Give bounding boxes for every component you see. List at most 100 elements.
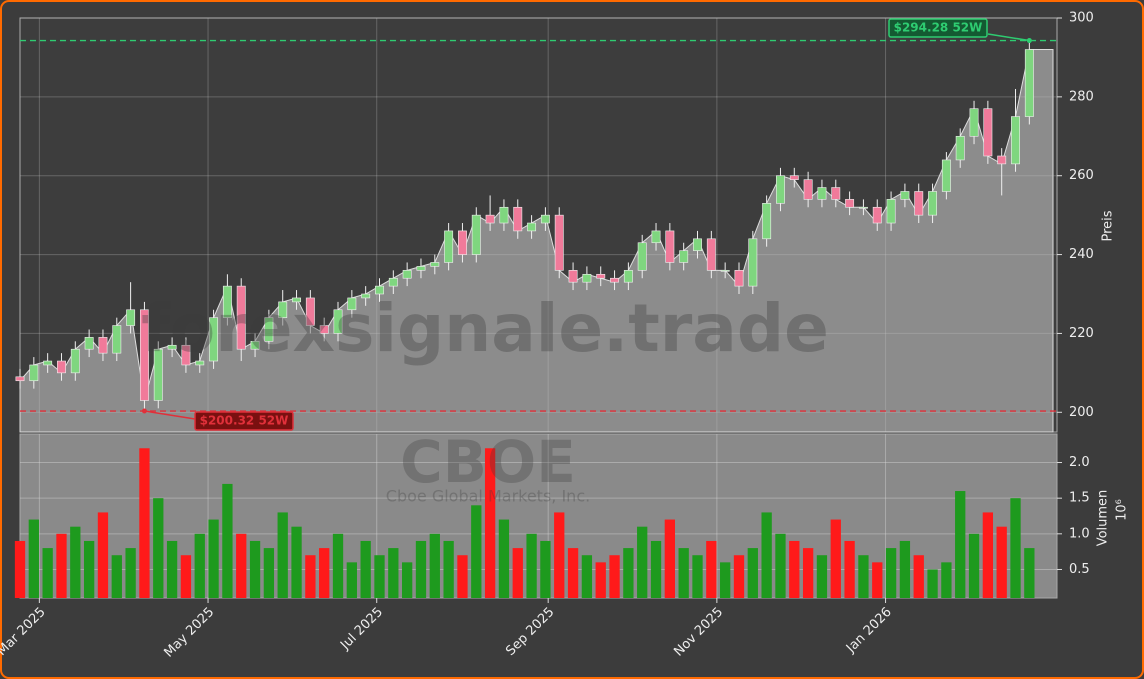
y-tick-label: 280 [1069, 89, 1094, 104]
volume-bar [512, 548, 523, 598]
volume-bar [374, 555, 385, 598]
y-tick-label: 200 [1069, 405, 1094, 420]
watermark-symbol: CBOE [400, 428, 576, 496]
candle-body [499, 206, 509, 224]
volume-bar [720, 562, 731, 598]
volume-bar [761, 512, 772, 598]
candle-body [983, 108, 993, 157]
volume-bar [263, 548, 275, 598]
volume-bar [830, 519, 841, 598]
volume-bar [111, 555, 122, 598]
volume-bar [913, 555, 924, 598]
volume-bar [872, 562, 883, 598]
candle-body [278, 301, 288, 318]
volume-bar [775, 533, 786, 598]
candle-body [333, 309, 343, 334]
annotation-label: $200.32 52W [200, 414, 289, 428]
volume-bar [429, 533, 440, 598]
y-tick-label: 300 [1069, 11, 1094, 26]
volume-bar [581, 555, 593, 598]
candle-body [222, 285, 232, 318]
volume-bar [305, 555, 316, 598]
candle-body [941, 159, 951, 192]
candle-body [679, 250, 689, 263]
volume-bar [595, 562, 606, 598]
volume-bar [291, 526, 302, 598]
candle-body [596, 273, 606, 279]
volume-bar [650, 540, 662, 598]
candle-body [720, 270, 730, 272]
volume-bar [401, 562, 413, 598]
volume-scale-label: 10⁶ [1115, 499, 1130, 521]
candle-body [527, 222, 537, 232]
annotation-arrow [144, 410, 196, 420]
candle-body [748, 238, 758, 287]
volume-bar [858, 555, 869, 598]
volume-bar [540, 540, 551, 598]
candle-body [610, 277, 619, 283]
volume-tick-label: 0.5 [1069, 562, 1090, 577]
candle-body [167, 344, 177, 350]
volume-bar [1010, 498, 1021, 598]
candle-body [430, 262, 440, 267]
candle-body [361, 293, 371, 299]
volume-bar [484, 448, 496, 598]
candle-body [98, 337, 108, 354]
volume-bar [415, 540, 427, 598]
volume-bar [899, 540, 911, 598]
volume-bar [42, 548, 53, 598]
volume-bar [28, 519, 39, 598]
candle-body [70, 348, 80, 374]
volume-bar [332, 533, 344, 598]
annotation-arrow-head [141, 408, 147, 414]
volume-bar [194, 533, 205, 598]
volume-bar [139, 448, 150, 598]
volume-tick-label: 1.0 [1069, 526, 1090, 541]
candle-body [817, 187, 827, 200]
candle-body [209, 317, 219, 362]
candle-body [568, 270, 578, 283]
volume-bar [360, 540, 371, 598]
volume-bar [526, 533, 537, 598]
volume-bar [125, 548, 136, 598]
volume-bar [567, 548, 579, 598]
candle-body [969, 108, 979, 137]
candle-body [803, 179, 813, 200]
volume-bar [927, 569, 938, 598]
candle-body [43, 360, 53, 366]
candle-body [693, 238, 702, 251]
candle-body [789, 175, 799, 180]
watermark-company: Cboe Global Markets, Inc. [386, 487, 590, 506]
candle-body [250, 341, 260, 350]
candle-body [831, 187, 841, 200]
candle-body [84, 337, 94, 350]
volume-bar [885, 548, 897, 598]
candle-body [471, 214, 481, 255]
annotation-box [194, 411, 294, 431]
candle-body [651, 230, 661, 244]
candle-body [734, 270, 744, 287]
candle-body [485, 214, 495, 224]
volume-panel [19, 433, 1058, 599]
candle-body [513, 206, 523, 232]
candle-body [706, 238, 716, 271]
candle-body [955, 135, 965, 161]
volume-tick-label: 1.5 [1069, 491, 1090, 506]
candle-body [153, 348, 163, 401]
volume-bar [941, 562, 952, 598]
volume-bar [554, 512, 565, 598]
candle-body [195, 360, 205, 366]
candle-body [554, 214, 564, 271]
volume-tick-label: 2.0 [1069, 455, 1090, 470]
volume-bar [153, 498, 164, 598]
volume-bar [844, 540, 855, 598]
candle-body [540, 214, 550, 224]
candle-body [444, 230, 454, 263]
volume-bar [277, 512, 288, 598]
volume-bar [982, 512, 994, 598]
candle-body [623, 270, 633, 283]
candle-body [181, 344, 191, 366]
volume-bar [249, 540, 261, 598]
volume-bar [208, 519, 219, 598]
candle-body [872, 206, 882, 224]
